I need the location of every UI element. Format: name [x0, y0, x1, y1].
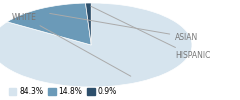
- Legend: 84.3%, 14.8%, 0.9%: 84.3%, 14.8%, 0.9%: [9, 87, 117, 96]
- Wedge shape: [0, 3, 192, 87]
- Wedge shape: [85, 3, 91, 45]
- Wedge shape: [7, 3, 91, 45]
- Text: WHITE: WHITE: [12, 12, 131, 76]
- Text: HISPANIC: HISPANIC: [91, 6, 210, 60]
- Text: ASIAN: ASIAN: [50, 13, 198, 42]
